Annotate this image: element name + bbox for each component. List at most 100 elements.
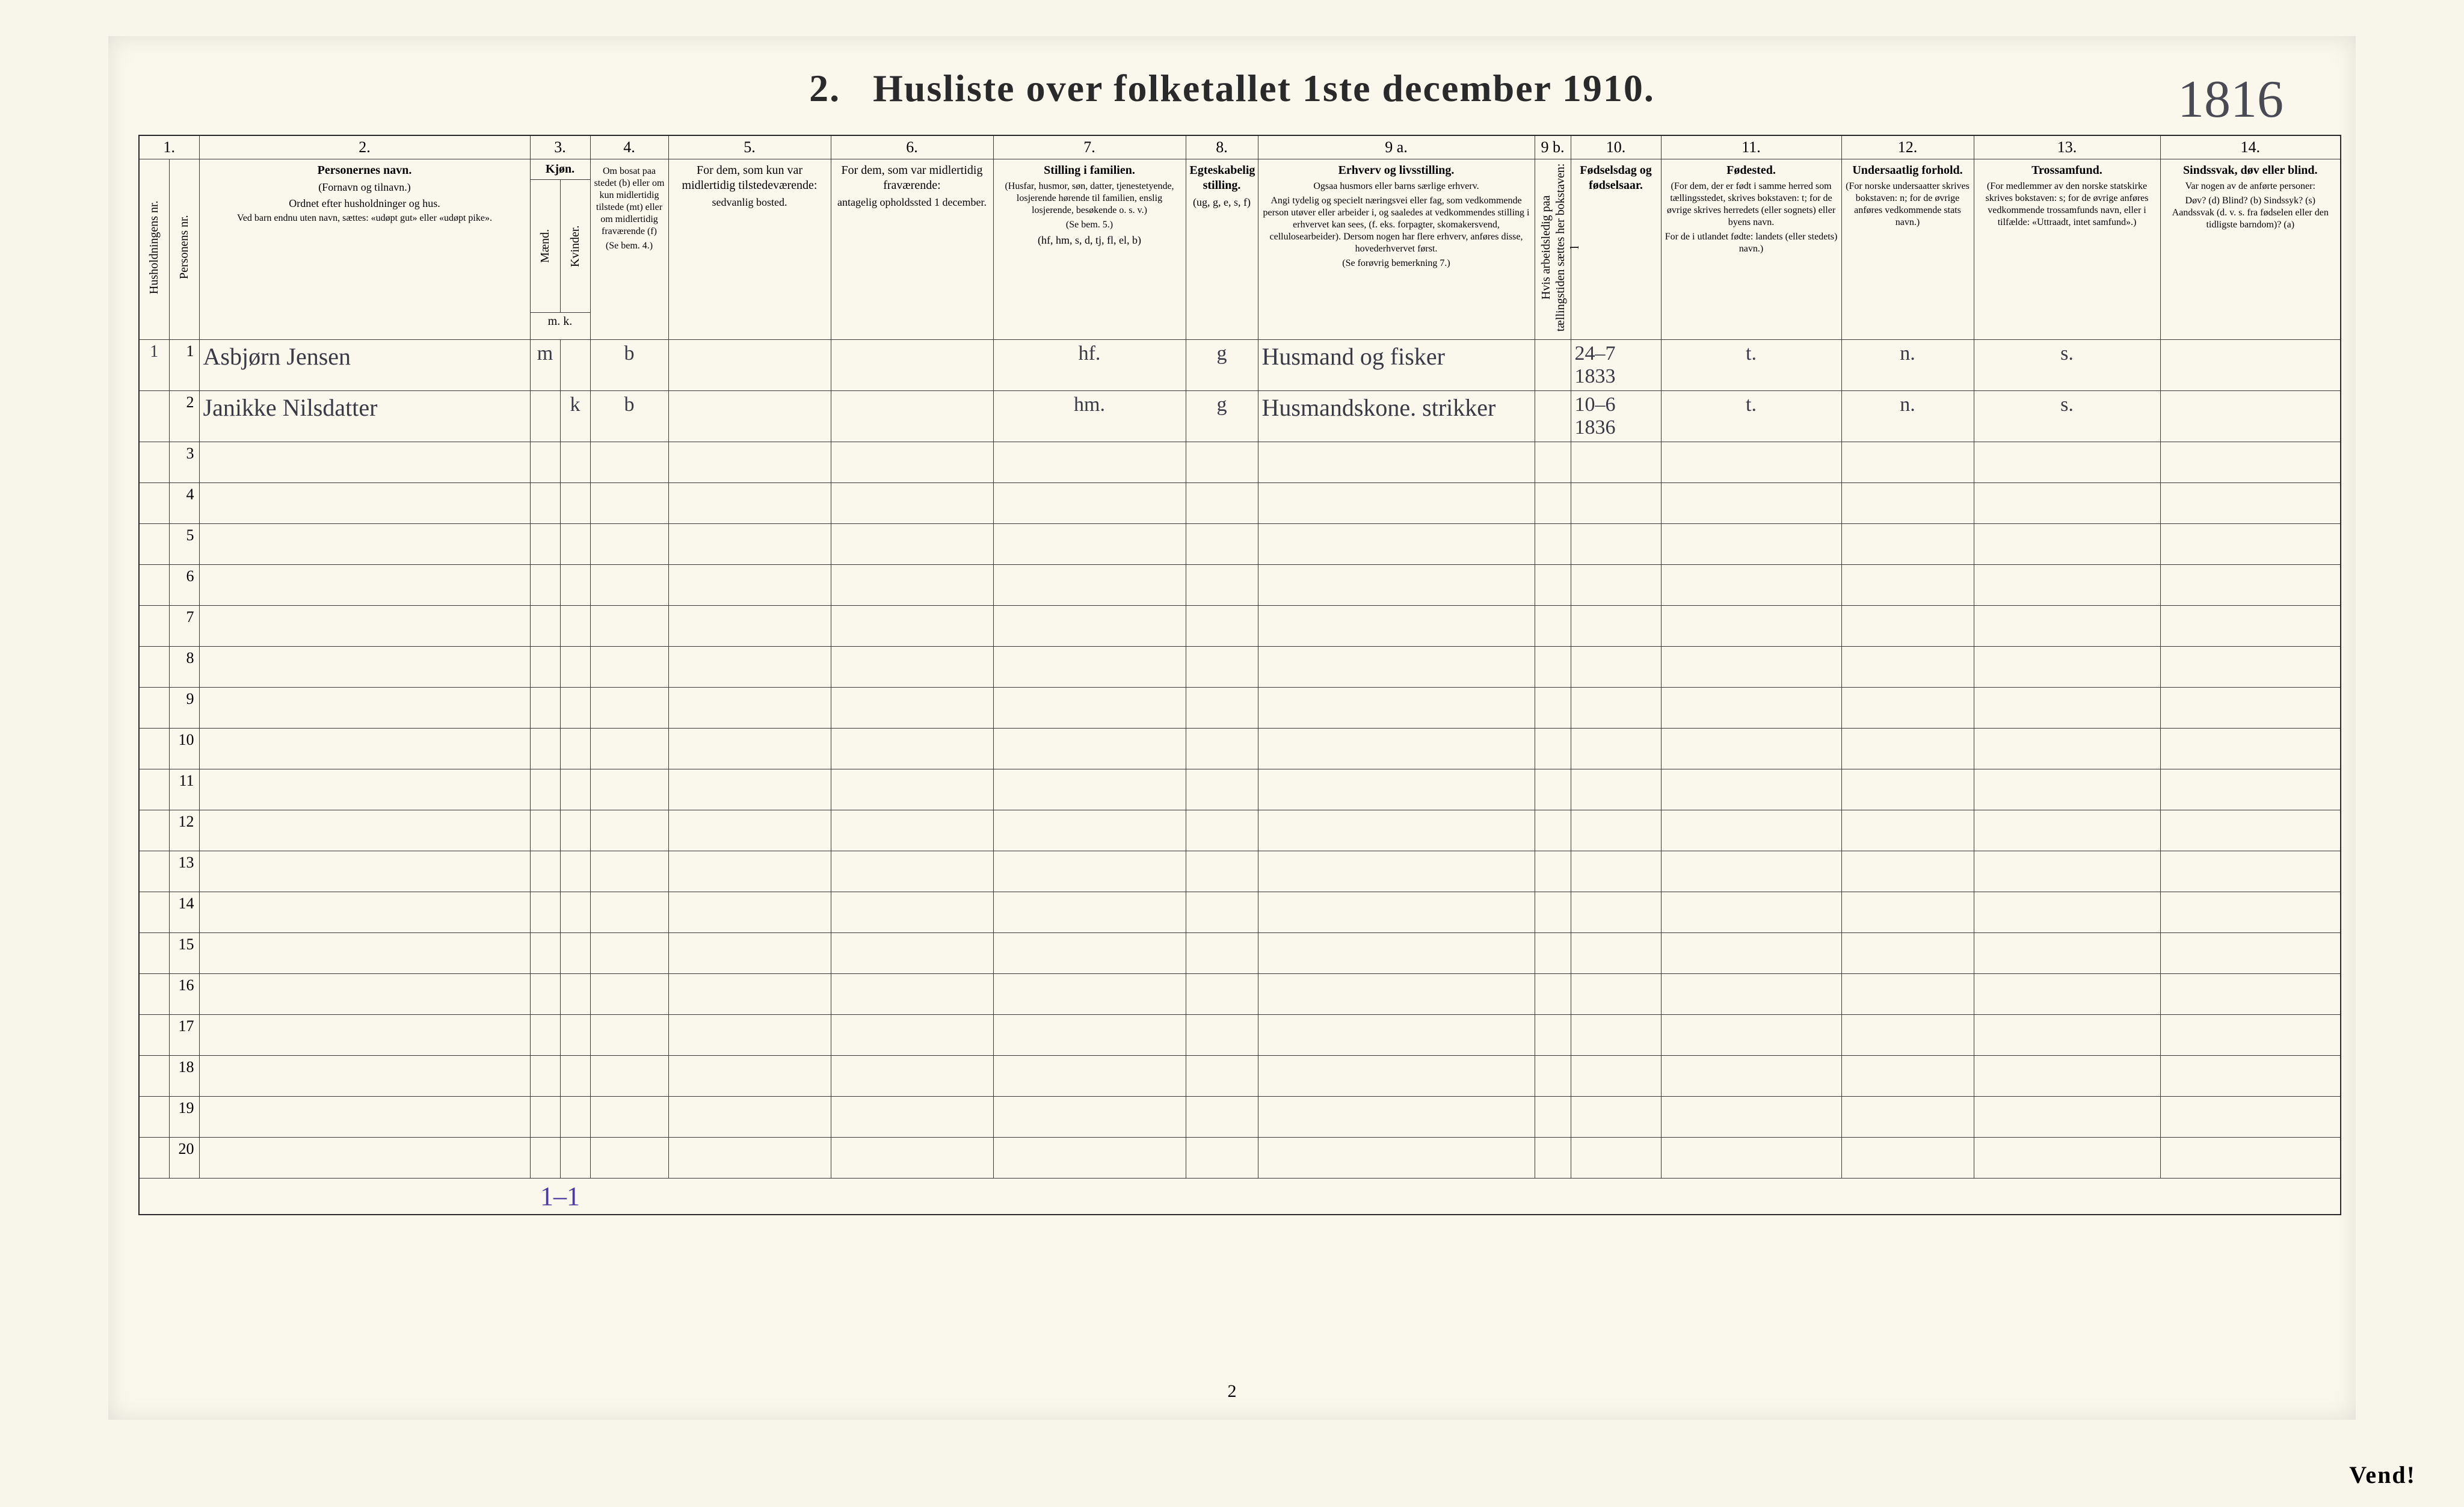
cell-unemployed (1535, 1056, 1571, 1097)
table-row: 9 (139, 688, 2341, 729)
cell-disability (2160, 391, 2341, 442)
cell-temp-present (668, 442, 831, 483)
cell-birthplace (1661, 892, 1841, 933)
cell-birthplace (1661, 810, 1841, 851)
census-table: 1. 2. 3. 4. 5. 6. 7. 8. 9 a. 9 b. 10. 11… (138, 135, 2341, 1215)
cell-birthplace (1661, 1097, 1841, 1138)
cell-disability (2160, 340, 2341, 391)
cell-family-position (993, 483, 1186, 524)
cell-temp-present (668, 688, 831, 729)
cell-family-position (993, 729, 1186, 769)
cell-unemployed (1535, 1097, 1571, 1138)
cell-household-no (139, 1138, 169, 1179)
cell-nationality (1841, 1138, 1974, 1179)
cell-sex-k (560, 1097, 590, 1138)
cell-temp-absent (831, 483, 993, 524)
cell-residence-status (590, 1056, 668, 1097)
cell-name (199, 933, 530, 974)
table-body: 11Asbjørn Jensenmbhf.gHusmand og fisker2… (139, 340, 2341, 1179)
cell-marital (1186, 1056, 1258, 1097)
cell-unemployed (1535, 688, 1571, 729)
colnum-1: 1. (139, 135, 199, 159)
cell-disability (2160, 933, 2341, 974)
tally-row: 1–1 (139, 1179, 2341, 1215)
cell-marital (1186, 565, 1258, 606)
table-row: 8 (139, 647, 2341, 688)
table-row: 20 (139, 1138, 2341, 1179)
cell-unemployed (1535, 810, 1571, 851)
cell-marital: g (1186, 340, 1258, 391)
colnum-9b: 9 b. (1535, 135, 1571, 159)
cell-sex-m (530, 851, 560, 892)
cell-marital (1186, 647, 1258, 688)
cell-birthplace (1661, 606, 1841, 647)
cell-birth (1571, 1056, 1661, 1097)
cell-person-no: 15 (169, 933, 199, 974)
cell-household-no (139, 391, 169, 442)
hdr-occ-sub2: Angi tydelig og specielt næringsvei elle… (1262, 195, 1531, 255)
cell-birthplace (1661, 483, 1841, 524)
colnum-11: 11. (1661, 135, 1841, 159)
cell-residence-status (590, 810, 668, 851)
table-row: 11 (139, 769, 2341, 810)
cell-household-no (139, 851, 169, 892)
cell-birthplace (1661, 1056, 1841, 1097)
cell-sex-k (560, 1056, 590, 1097)
cell-birth (1571, 1015, 1661, 1056)
table-row: 12 (139, 810, 2341, 851)
hdr-birth-main: Fødselsdag og fødselsaar. (1580, 164, 1651, 192)
cell-nationality (1841, 442, 1974, 483)
cell-marital (1186, 606, 1258, 647)
cell-person-no: 4 (169, 483, 199, 524)
cell-nationality (1841, 1097, 1974, 1138)
cell-birthplace (1661, 1015, 1841, 1056)
cell-marital (1186, 1097, 1258, 1138)
cell-family-position: hf. (993, 340, 1186, 391)
cell-family-position (993, 606, 1186, 647)
cell-occupation (1258, 1056, 1535, 1097)
cell-religion (1974, 851, 2160, 892)
cell-unemployed (1535, 1015, 1571, 1056)
cell-sex-k (560, 524, 590, 565)
table-row: 18 (139, 1056, 2341, 1097)
table-row: 16 (139, 974, 2341, 1015)
cell-birth (1571, 769, 1661, 810)
turn-page-label: Vend! (2349, 1461, 2416, 1489)
cell-residence-status: b (590, 391, 668, 442)
cell-name (199, 1138, 530, 1179)
cell-residence-status (590, 851, 668, 892)
cell-nationality (1841, 933, 1974, 974)
cell-residence-status (590, 1097, 668, 1138)
cell-family-position (993, 933, 1186, 974)
cell-nationality (1841, 810, 1974, 851)
cell-temp-absent (831, 606, 993, 647)
cell-temp-absent (831, 769, 993, 810)
cell-occupation (1258, 688, 1535, 729)
cell-religion (1974, 1138, 2160, 1179)
cell-sex-m (530, 391, 560, 442)
cell-person-no: 5 (169, 524, 199, 565)
page-title: 2. Husliste over folketallet 1ste decemb… (138, 66, 2326, 111)
cell-residence-status (590, 565, 668, 606)
cell-name (199, 1097, 530, 1138)
cell-unemployed (1535, 892, 1571, 933)
hdr-res-sub: (Se bem. 4.) (594, 240, 665, 252)
cell-residence-status (590, 933, 668, 974)
cell-temp-absent (831, 565, 993, 606)
cell-birth (1571, 647, 1661, 688)
hdr-res-main: Om bosat paa stedet (b) eller om kun mid… (594, 165, 665, 238)
colnum-4: 4. (590, 135, 668, 159)
cell-nationality (1841, 729, 1974, 769)
cell-birthplace: t. (1661, 340, 1841, 391)
cell-temp-present (668, 851, 831, 892)
cell-marital (1186, 524, 1258, 565)
hdr-marital: Egteskabelig stilling. (ug, g, e, s, f) (1186, 159, 1258, 340)
cell-temp-present (668, 565, 831, 606)
cell-birth: 10–6 1836 (1571, 391, 1661, 442)
cell-household-no (139, 647, 169, 688)
cell-birthplace (1661, 851, 1841, 892)
cell-birth (1571, 933, 1661, 974)
cell-disability (2160, 974, 2341, 1015)
cell-temp-absent (831, 647, 993, 688)
hdr-residence-status: Om bosat paa stedet (b) eller om kun mid… (590, 159, 668, 340)
